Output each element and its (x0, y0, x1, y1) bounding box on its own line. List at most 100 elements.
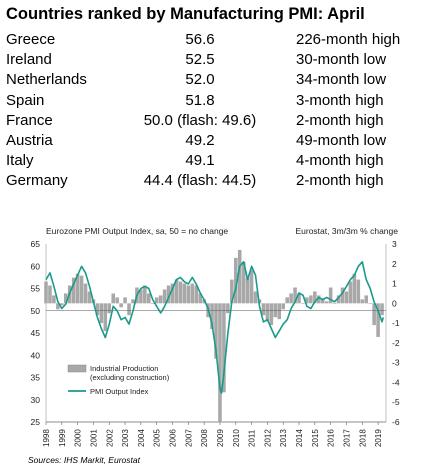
y-left-tick-label: 25 (31, 417, 41, 427)
ip-bar (174, 279, 179, 304)
y-left-tick-label: 40 (31, 350, 41, 360)
ip-bar (147, 293, 151, 304)
ip-bar (336, 295, 341, 304)
ip-bar (328, 287, 333, 304)
ip-bar (56, 303, 60, 310)
ip-bar (309, 295, 313, 304)
ip-bar (352, 273, 357, 304)
ip-bar (166, 285, 171, 304)
y-left-tick-label: 50 (31, 306, 41, 316)
ip-bar (305, 297, 309, 304)
ip-bar (79, 275, 84, 304)
ip-bar (230, 279, 234, 304)
ip-bar (281, 303, 285, 310)
x-tick-label: 2003 (121, 429, 130, 447)
x-tick-label: 2012 (263, 429, 272, 447)
ip-bar (178, 281, 183, 304)
ip-bar (344, 291, 349, 304)
ip-bar (83, 283, 88, 304)
ip-bar (340, 287, 345, 304)
ip-bar (222, 303, 226, 393)
y-right-tick-label: -5 (392, 397, 400, 407)
ip-bar (253, 291, 258, 304)
ip-bar (162, 289, 167, 304)
y-right-tick-label: 3 (392, 239, 397, 249)
ip-bar (269, 303, 274, 326)
ranking-row: Italy 49.1 4-month high (6, 151, 418, 171)
pmi-value: 50.0 (flash: 49.6) (143, 111, 257, 129)
ip-bar (75, 273, 80, 304)
ip-bar (277, 303, 282, 320)
ip-bar (348, 281, 353, 304)
pmi-value: 44.4 (flash: 44.5) (143, 172, 257, 190)
country-name: Germany (6, 172, 68, 190)
ip-bar (123, 297, 127, 304)
page-title: Countries ranked by Manufacturing PMI: A… (6, 5, 365, 23)
legend-line-label: PMI Output Index (90, 387, 149, 396)
ip-bar (273, 303, 278, 318)
ip-bar (356, 279, 361, 304)
ip-bar (245, 277, 250, 304)
ip-bar (265, 303, 270, 322)
ip-bar (364, 295, 369, 304)
country-name: Spain (6, 91, 45, 109)
x-tick-label: 2010 (232, 429, 241, 447)
pmi-value: 52.0 (185, 71, 215, 89)
country-name: Austria (6, 132, 53, 150)
y-right-tick-label: -4 (392, 377, 400, 387)
ip-bar (119, 303, 123, 308)
country-name: France (6, 111, 53, 129)
ip-bar (360, 299, 365, 304)
ip-bar (52, 295, 56, 304)
ip-bar (289, 293, 293, 304)
ip-bar (210, 303, 214, 330)
ip-bar (237, 249, 242, 304)
x-tick-label: 2017 (342, 429, 351, 447)
ip-bar (380, 303, 384, 316)
y-left-tick-label: 45 (31, 328, 41, 338)
y-right-tick-label: -1 (392, 318, 400, 328)
ip-bar (127, 303, 131, 316)
ranking-row: Ireland 52.5 30-month low (6, 50, 418, 70)
x-tick-label: 2009 (216, 429, 225, 447)
ranking-row: Germany 44.4 (flash: 44.5) 2-month high (6, 171, 418, 191)
pmi-chart: Eurozone PMI Output Index, sa, 50 = no c… (31, 226, 400, 447)
country-name: Netherlands (6, 71, 87, 89)
ip-bar (313, 291, 317, 304)
x-tick-label: 2007 (184, 429, 193, 447)
x-tick-label: 1999 (58, 429, 67, 447)
x-tick-label: 2001 (89, 429, 98, 447)
ip-bar (158, 295, 163, 304)
y-right-tick-label: -2 (392, 338, 400, 348)
ip-bar (115, 297, 119, 304)
pmi-value: 56.6 (185, 31, 215, 48)
ip-bar (170, 283, 175, 304)
ip-bar (182, 283, 187, 304)
ip-bar (317, 295, 321, 304)
x-tick-label: 2016 (327, 429, 336, 447)
ip-bar (261, 303, 266, 316)
ranking-row: Netherlands 52.0 34-month low (6, 70, 418, 90)
ip-bar (103, 303, 108, 332)
ip-bar (48, 285, 52, 304)
ranking-row: Greece 56.6 226-month high (6, 30, 418, 50)
ip-bar (233, 257, 238, 304)
ranking-row: Austria 49.2 49-month low (6, 131, 418, 151)
ip-bar (139, 289, 143, 304)
ip-bar (99, 303, 104, 324)
x-tick-label: 2014 (295, 429, 304, 447)
x-tick-label: 2015 (311, 429, 320, 447)
y-right-tick-label: -6 (392, 417, 400, 427)
y-left-tick-label: 30 (31, 395, 41, 405)
ip-bar (194, 285, 199, 304)
country-name: Greece (6, 31, 56, 48)
y-left-tick-label: 35 (31, 373, 41, 383)
x-tick-label: 1998 (42, 429, 51, 447)
ip-bar (198, 293, 202, 304)
ip-bar (332, 303, 337, 304)
ip-bar (71, 277, 76, 304)
ip-bar (249, 269, 254, 304)
ip-bar (63, 293, 68, 304)
y-right-tick-label: 2 (392, 259, 397, 269)
x-tick-label: 2006 (169, 429, 178, 447)
